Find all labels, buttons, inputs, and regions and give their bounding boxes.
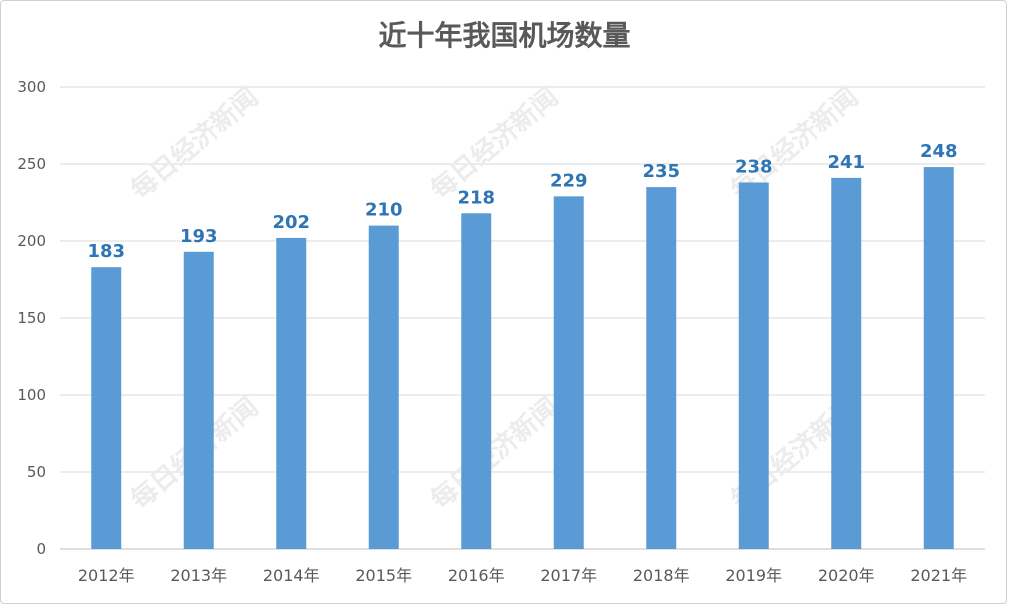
bar xyxy=(646,187,677,549)
bar xyxy=(461,213,492,549)
data-label: 193 xyxy=(180,226,218,247)
bars xyxy=(91,167,954,550)
y-tick-label: 100 xyxy=(17,386,46,404)
watermark-text: 每日经济新闻 xyxy=(425,391,564,515)
x-tick-label: 2014年 xyxy=(263,566,320,585)
labels: 0 50 100 150 200 250 300 183 2012年 193 2013年 202 201… xyxy=(17,78,967,585)
y-tick-label: 0 xyxy=(36,540,46,558)
bar xyxy=(91,267,122,549)
bar xyxy=(738,182,769,550)
data-label: 248 xyxy=(920,141,958,162)
x-tick-label: 2013年 xyxy=(170,566,227,585)
data-label: 210 xyxy=(365,200,403,221)
bar xyxy=(831,177,862,550)
data-label: 229 xyxy=(550,170,588,191)
x-tick-label: 2021年 xyxy=(910,566,967,585)
y-tick-label: 50 xyxy=(27,463,46,481)
data-label: 241 xyxy=(827,152,865,173)
x-tick-label: 2012年 xyxy=(78,566,135,585)
x-tick-label: 2019年 xyxy=(725,566,782,585)
x-tick-label: 2016年 xyxy=(448,566,505,585)
x-tick-label: 2020年 xyxy=(818,566,875,585)
data-label: 218 xyxy=(457,187,495,208)
y-tick-label: 250 xyxy=(17,155,46,173)
gridlines xyxy=(60,86,985,550)
watermark-text: 每日经济新闻 xyxy=(125,81,264,205)
x-tick-label: 2018年 xyxy=(633,566,690,585)
bar xyxy=(368,225,399,549)
data-label: 238 xyxy=(735,156,773,177)
chart-title: 近十年我国机场数量 xyxy=(378,19,631,52)
y-tick-label: 150 xyxy=(17,309,46,327)
bar xyxy=(923,167,954,549)
x-tick-label: 2017年 xyxy=(540,566,597,585)
data-label: 183 xyxy=(87,241,125,262)
data-label: 235 xyxy=(642,161,680,182)
bar xyxy=(276,237,307,550)
y-tick-label: 200 xyxy=(17,232,46,250)
data-label: 202 xyxy=(272,212,310,233)
bar xyxy=(183,251,214,549)
x-tick-label: 2015年 xyxy=(355,566,412,585)
y-tick-label: 300 xyxy=(17,78,46,96)
bar xyxy=(553,196,584,549)
